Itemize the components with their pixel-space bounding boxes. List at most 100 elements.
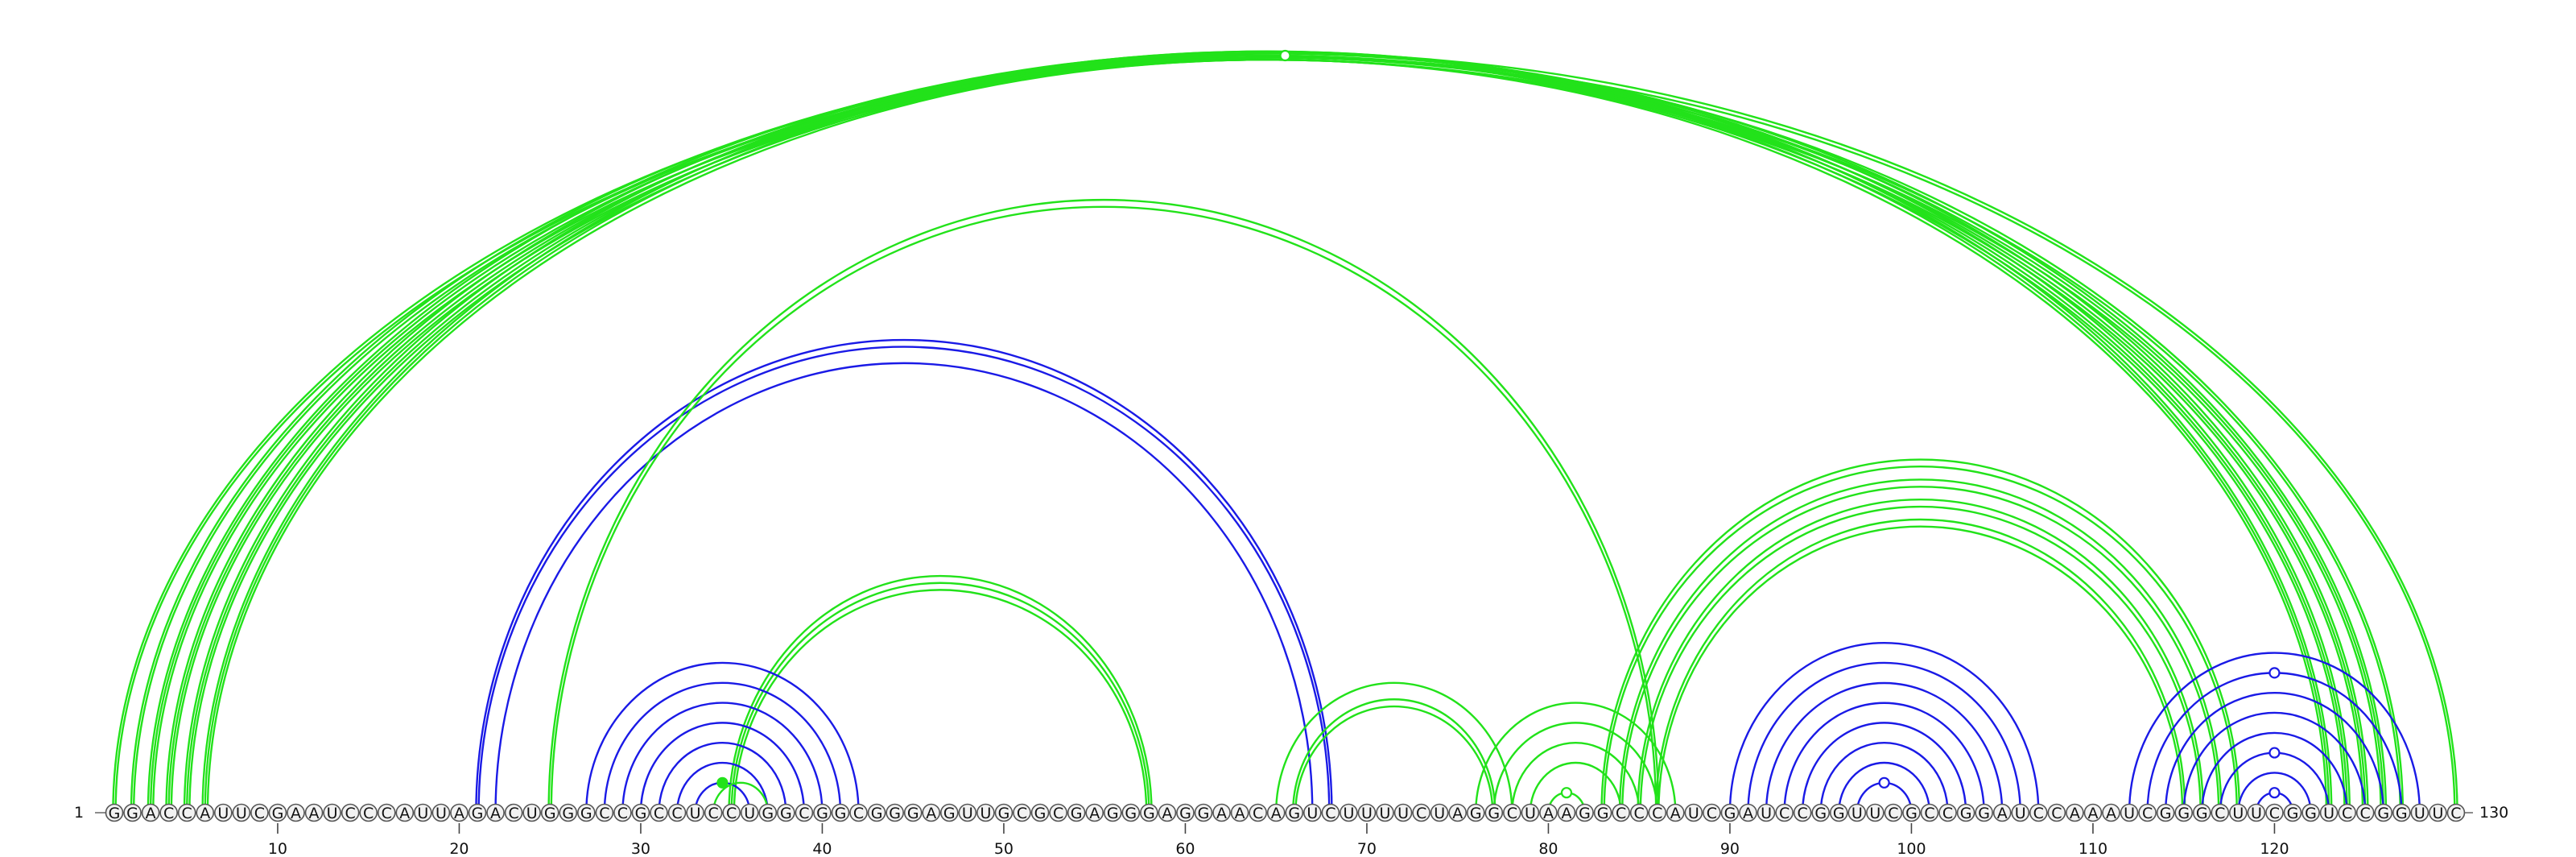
svg-text:80: 80 bbox=[1538, 840, 1558, 857]
nucleotide-32: C bbox=[667, 803, 687, 822]
svg-text:C: C bbox=[2450, 805, 2461, 822]
svg-text:U: U bbox=[1688, 805, 1699, 822]
nucleotide-72: U bbox=[1393, 803, 1413, 822]
svg-text:C: C bbox=[254, 805, 265, 822]
svg-text:U: U bbox=[1434, 805, 1445, 822]
svg-text:U: U bbox=[1307, 805, 1318, 822]
svg-text:G: G bbox=[272, 805, 284, 822]
svg-text:U: U bbox=[744, 805, 755, 822]
arc-84-117 bbox=[1618, 478, 2223, 814]
nucleotide-16: C bbox=[377, 803, 396, 822]
nucleotide-29: C bbox=[613, 803, 632, 822]
svg-text:A: A bbox=[1743, 805, 1753, 822]
arc-34-37 bbox=[712, 781, 769, 814]
nucleotide-74: U bbox=[1430, 803, 1449, 822]
svg-text:U: U bbox=[2432, 805, 2443, 822]
svg-text:A: A bbox=[1562, 805, 1572, 822]
nucleotide-7: U bbox=[213, 803, 233, 822]
svg-text:U: U bbox=[2414, 805, 2425, 822]
arc-91-106 bbox=[1747, 661, 2021, 814]
arc-marker-5 bbox=[2268, 787, 2281, 799]
svg-text:G: G bbox=[1288, 805, 1300, 822]
nucleotide-126: G bbox=[2374, 803, 2393, 822]
arc-35-58 bbox=[730, 582, 1150, 814]
svg-text:C: C bbox=[1942, 805, 1953, 822]
arc-27-42 bbox=[585, 661, 860, 814]
svg-text:C: C bbox=[599, 805, 609, 822]
svg-text:A: A bbox=[1271, 805, 1282, 822]
svg-text:C: C bbox=[163, 805, 174, 822]
arc-21-68 bbox=[477, 346, 1331, 814]
svg-text:G: G bbox=[835, 805, 847, 822]
tick-30: 30 bbox=[631, 823, 650, 857]
nucleotide-114: G bbox=[2156, 803, 2175, 822]
nucleotide-122: G bbox=[2301, 803, 2320, 822]
svg-text:U: U bbox=[2232, 805, 2244, 822]
arc-118-122 bbox=[2237, 772, 2312, 814]
svg-text:C: C bbox=[654, 805, 664, 822]
arc-marker-2 bbox=[716, 776, 729, 789]
arc-3-126 bbox=[153, 60, 2380, 813]
svg-text:C: C bbox=[708, 805, 719, 822]
nucleotide-52: G bbox=[1030, 803, 1050, 822]
svg-text:C: C bbox=[1507, 805, 1517, 822]
nucleotide-69: U bbox=[1340, 803, 1358, 822]
tick-50: 50 bbox=[994, 823, 1013, 857]
nucleotide-80: A bbox=[1539, 803, 1558, 822]
nucleotide-79: U bbox=[1521, 803, 1540, 822]
arc-2-127 bbox=[130, 52, 2405, 814]
nucleotide-1: G bbox=[105, 803, 124, 822]
nucleotide-102: C bbox=[1938, 803, 1957, 822]
svg-text:A: A bbox=[1089, 805, 1100, 822]
nucleotide-34: C bbox=[704, 803, 723, 822]
arc-65-78 bbox=[1275, 681, 1513, 814]
svg-text:G: G bbox=[1597, 805, 1609, 822]
svg-text:U: U bbox=[1380, 805, 1391, 822]
nucleotide-84: C bbox=[1612, 803, 1630, 822]
svg-text:90: 90 bbox=[1720, 840, 1740, 857]
svg-text:A: A bbox=[1670, 805, 1681, 822]
nucleotide-58: G bbox=[1140, 803, 1158, 822]
tick-70: 70 bbox=[1357, 823, 1377, 857]
arc-85-116 bbox=[1639, 505, 2202, 814]
nucleotide-19: U bbox=[431, 803, 451, 822]
svg-text:G: G bbox=[635, 805, 647, 822]
nucleotide-129: U bbox=[2429, 803, 2447, 822]
arc-1-130 bbox=[112, 52, 2458, 814]
nucleotide-8: U bbox=[232, 803, 251, 822]
svg-text:C: C bbox=[2215, 805, 2225, 822]
nucleotide-73: C bbox=[1412, 803, 1430, 822]
svg-text:G: G bbox=[1071, 805, 1083, 822]
svg-text:G: G bbox=[1905, 805, 1918, 822]
nucleotide-60: G bbox=[1176, 803, 1195, 822]
nucleotide-42: C bbox=[849, 803, 868, 822]
tick-20: 20 bbox=[449, 823, 469, 857]
tick-90: 90 bbox=[1720, 823, 1740, 857]
nucleotide-123: U bbox=[2319, 803, 2339, 822]
nucleotide-24: U bbox=[522, 803, 541, 822]
arc-116-124 bbox=[2201, 731, 2348, 814]
nucleotide-71: U bbox=[1376, 803, 1394, 822]
nucleotide-35: C bbox=[722, 803, 741, 822]
arc-6-123 bbox=[205, 56, 2329, 813]
arc-5-124 bbox=[189, 60, 2344, 813]
nucleotide-127: G bbox=[2392, 803, 2411, 822]
svg-text:G: G bbox=[2287, 805, 2299, 822]
nucleotide-81: A bbox=[1557, 803, 1576, 822]
svg-text:U: U bbox=[1761, 805, 1772, 822]
svg-text:C: C bbox=[1053, 805, 1063, 822]
svg-text:C: C bbox=[617, 805, 628, 822]
svg-text:G: G bbox=[2305, 805, 2317, 822]
nucleotide-108: C bbox=[2047, 803, 2066, 822]
svg-text:G: G bbox=[126, 805, 138, 822]
svg-text:G: G bbox=[889, 805, 901, 822]
arc-86-115 bbox=[1657, 525, 2184, 814]
svg-text:U: U bbox=[2124, 805, 2135, 822]
nucleotide-18: U bbox=[414, 803, 432, 822]
arc-4-125 bbox=[165, 50, 2369, 814]
tick-120: 120 bbox=[2260, 823, 2289, 857]
sequence-start-label: 1 bbox=[74, 804, 84, 822]
svg-text:C: C bbox=[1779, 805, 1790, 822]
svg-text:U: U bbox=[526, 805, 538, 822]
tick-60: 60 bbox=[1175, 823, 1195, 857]
